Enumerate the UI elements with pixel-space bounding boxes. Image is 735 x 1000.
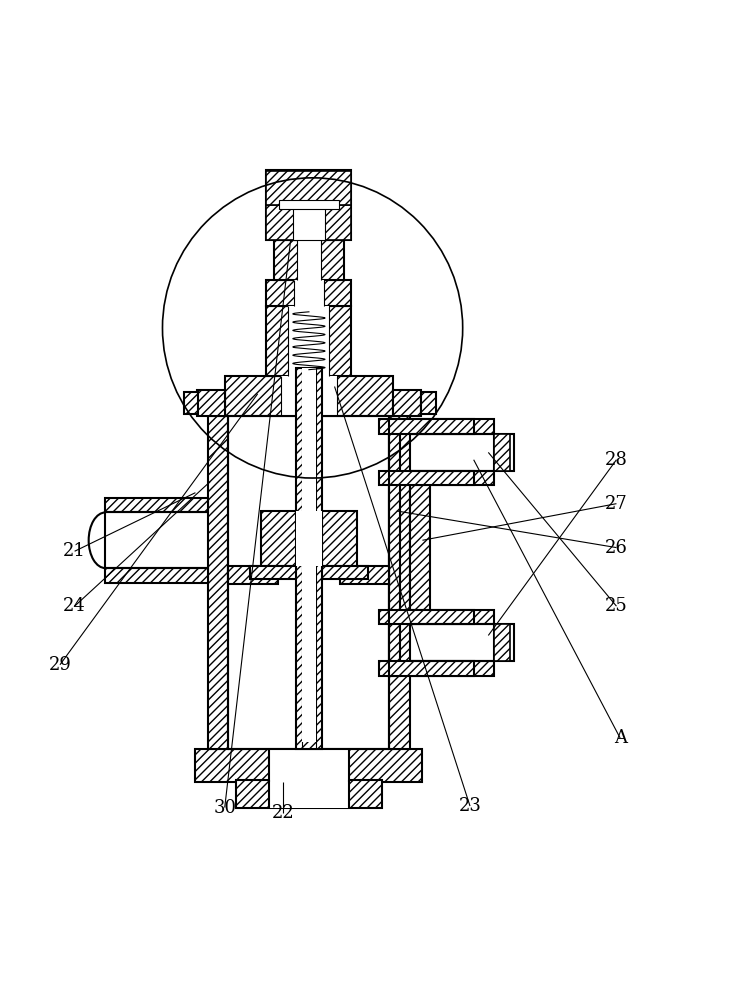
Bar (208, 416, 229, 749)
Bar (281, 376, 337, 416)
Bar (410, 485, 431, 610)
Bar (267, 170, 351, 205)
Text: 27: 27 (605, 495, 628, 513)
Bar (410, 661, 494, 676)
Bar (196, 749, 423, 782)
Bar (267, 205, 351, 240)
Bar (225, 376, 393, 416)
Bar (267, 306, 351, 376)
Bar (105, 568, 208, 583)
Text: 21: 21 (63, 542, 86, 560)
Text: 25: 25 (605, 597, 628, 615)
Bar (494, 624, 514, 661)
Bar (184, 392, 198, 414)
Bar (273, 240, 344, 280)
Bar (410, 471, 494, 485)
Bar (262, 511, 356, 566)
Bar (379, 661, 473, 676)
Bar (410, 610, 494, 624)
Bar (293, 202, 325, 240)
Bar (421, 392, 436, 414)
Bar (105, 498, 208, 512)
Text: 26: 26 (605, 539, 628, 557)
Bar (294, 280, 323, 306)
Bar (197, 390, 225, 416)
Bar (229, 416, 390, 749)
Bar (229, 566, 278, 584)
Bar (279, 200, 339, 209)
Bar (494, 434, 514, 471)
Bar (236, 780, 382, 808)
Text: 24: 24 (63, 597, 86, 615)
Bar (297, 240, 320, 280)
Bar (267, 170, 351, 240)
Text: 28: 28 (605, 451, 628, 469)
Bar (267, 280, 351, 306)
Bar (379, 610, 473, 624)
Bar (393, 390, 421, 416)
Bar (494, 624, 510, 661)
Bar (379, 419, 473, 434)
Text: 29: 29 (49, 656, 71, 674)
Text: 30: 30 (213, 799, 236, 817)
Bar (288, 306, 329, 376)
Bar (410, 419, 494, 434)
Bar (295, 368, 322, 749)
Bar (269, 780, 349, 808)
Bar (494, 434, 510, 471)
Bar (379, 471, 473, 485)
Text: 23: 23 (459, 797, 481, 815)
Bar (269, 749, 349, 782)
Bar (390, 416, 410, 749)
Bar (390, 419, 400, 676)
Text: A: A (614, 729, 627, 747)
Bar (340, 566, 390, 584)
Text: 22: 22 (272, 804, 295, 822)
Bar (251, 566, 368, 579)
Bar (301, 368, 316, 742)
Bar (295, 511, 322, 566)
